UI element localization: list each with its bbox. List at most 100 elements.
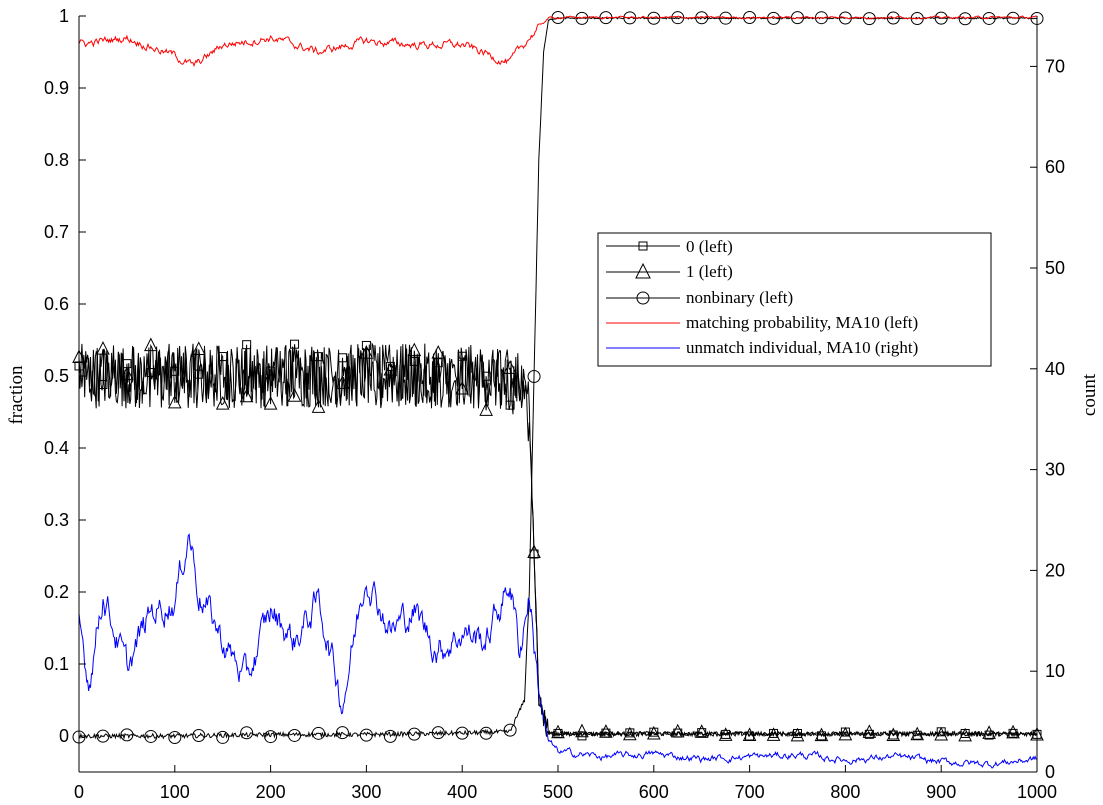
series-1-point bbox=[191, 341, 206, 355]
series-1-point bbox=[551, 724, 565, 739]
x-tick-label: 600 bbox=[639, 782, 669, 802]
series-2-point bbox=[312, 726, 325, 740]
series-1-point bbox=[239, 388, 254, 403]
series-2-point bbox=[240, 726, 254, 740]
y-tick-label-right: 70 bbox=[1045, 56, 1065, 76]
x-tick-label: 900 bbox=[926, 782, 956, 802]
legend-entry-0: 0 (left) bbox=[606, 237, 733, 256]
series-1-point bbox=[359, 345, 374, 359]
legend: 0 (left) 1 (left) nonbinary (left) match… bbox=[597, 232, 992, 367]
y-tick-label-left: 0.1 bbox=[44, 654, 69, 674]
x-tick-label: 0 bbox=[74, 782, 84, 802]
series-1-point bbox=[599, 724, 613, 738]
series-1-point bbox=[718, 727, 733, 741]
series-1-point bbox=[335, 375, 350, 389]
plot-area bbox=[72, 10, 1044, 769]
legend-label-2: nonbinary (left) bbox=[686, 288, 793, 307]
series-1-point bbox=[862, 724, 877, 738]
series-2-point bbox=[527, 369, 541, 383]
series-2-point bbox=[407, 727, 421, 741]
series-2-point bbox=[168, 730, 182, 744]
series-2-point bbox=[288, 728, 302, 742]
series-1-point bbox=[623, 726, 637, 741]
x-tick-label: 400 bbox=[447, 782, 477, 802]
series-1-point bbox=[167, 394, 182, 409]
series-1-point bbox=[982, 725, 996, 739]
y-tick-label-right: 50 bbox=[1045, 258, 1065, 278]
series-1-point bbox=[120, 366, 134, 381]
series-1-point bbox=[527, 544, 541, 558]
legend-label-0: 0 (left) bbox=[686, 237, 733, 256]
series-1-point bbox=[670, 723, 685, 738]
series-1-point bbox=[144, 337, 158, 352]
x-tick-label: 500 bbox=[543, 782, 573, 802]
y-tick-label-right: 30 bbox=[1045, 460, 1065, 480]
series-2-point bbox=[144, 729, 158, 743]
series-1-point bbox=[96, 341, 110, 355]
legend-label-4: unmatch individual, MA10 (right) bbox=[686, 338, 918, 357]
y-tick-label-right: 60 bbox=[1045, 157, 1065, 177]
legend-label-3: matching probability, MA10 (left) bbox=[686, 313, 918, 332]
series-1-point bbox=[287, 388, 302, 402]
series-line-1 bbox=[78, 342, 1038, 738]
series-1-point bbox=[934, 726, 949, 741]
series-1-point bbox=[479, 402, 493, 416]
y-tick-label-left: 0.5 bbox=[44, 366, 69, 386]
series-2-point bbox=[1006, 11, 1020, 25]
series-1-point bbox=[910, 726, 925, 741]
series-1-point bbox=[766, 727, 781, 741]
series-1-point bbox=[694, 724, 709, 738]
series-1-point bbox=[407, 342, 422, 357]
series-2-point bbox=[216, 730, 230, 744]
y-tick-label-left: 0.4 bbox=[44, 438, 69, 458]
y-tick-label-left: 0.2 bbox=[44, 582, 69, 602]
series-0-point bbox=[266, 366, 276, 376]
series-2-point bbox=[120, 728, 134, 742]
y-tick-label-left: 0.8 bbox=[44, 150, 69, 170]
y-tick-label-left: 0 bbox=[59, 726, 69, 746]
y-tick-label-left: 0.6 bbox=[44, 294, 69, 314]
series-0-point bbox=[242, 340, 252, 350]
series-2-point bbox=[934, 11, 948, 25]
series-2-point bbox=[958, 12, 972, 26]
triangle-marker-icon bbox=[635, 262, 651, 279]
series-1-point bbox=[215, 396, 230, 410]
series-1-point bbox=[575, 723, 589, 738]
x-tick-label: 100 bbox=[160, 782, 190, 802]
series-2-point bbox=[431, 726, 445, 740]
series-2-point bbox=[192, 728, 206, 742]
series-1-point bbox=[646, 725, 661, 740]
series-2-point bbox=[264, 730, 278, 744]
series-0-point bbox=[649, 727, 659, 737]
series-0-point bbox=[337, 353, 347, 363]
series-2-point bbox=[383, 729, 397, 743]
series-1-point bbox=[1006, 724, 1020, 739]
y-tick-label-left: 0.9 bbox=[44, 78, 69, 98]
series-0-point bbox=[98, 380, 108, 390]
square-marker-icon bbox=[638, 241, 648, 251]
series-2-point bbox=[359, 728, 373, 742]
circle-marker-icon bbox=[636, 291, 650, 305]
series-line-2 bbox=[78, 16, 1037, 740]
series-2-point bbox=[479, 726, 493, 740]
series-1-point bbox=[455, 380, 470, 395]
series-line-0 bbox=[78, 343, 1038, 738]
y-tick-label-left: 0.7 bbox=[44, 222, 69, 242]
x-tick-label: 300 bbox=[351, 782, 381, 802]
series-0-point bbox=[888, 730, 898, 740]
y-tick-label-right: 0 bbox=[1045, 762, 1055, 782]
y-tick-label-right: 20 bbox=[1045, 560, 1065, 580]
x-tick-label: 800 bbox=[830, 782, 860, 802]
y-tick-label-left: 1 bbox=[59, 6, 69, 26]
x-tick-label: 200 bbox=[256, 782, 286, 802]
series-0-point bbox=[290, 339, 300, 349]
series-2-point bbox=[455, 726, 469, 740]
series-1-point bbox=[431, 345, 446, 359]
series-1-point bbox=[311, 399, 326, 413]
series-0-point bbox=[505, 400, 515, 410]
x-tick-label: 700 bbox=[735, 782, 765, 802]
series-1-point bbox=[838, 726, 853, 741]
y-tick-label-right: 40 bbox=[1045, 359, 1065, 379]
series-1-point bbox=[383, 361, 398, 376]
series-2-point bbox=[503, 723, 517, 737]
